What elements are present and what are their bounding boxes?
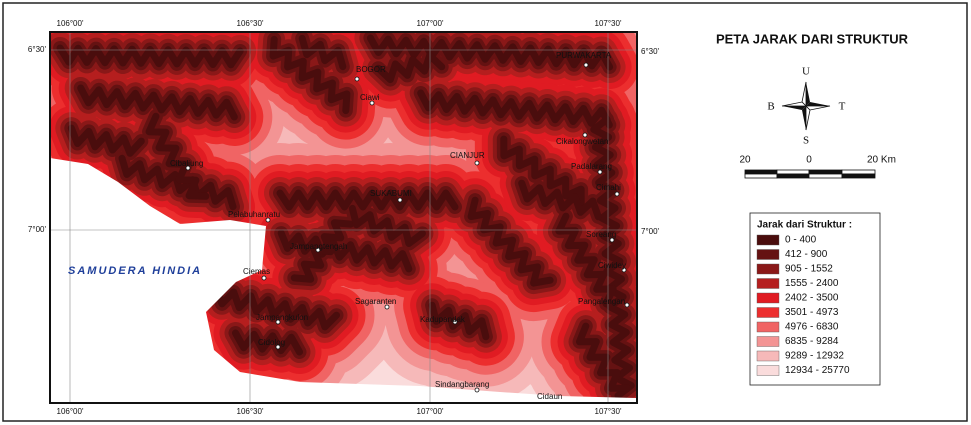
legend-swatch	[757, 351, 779, 361]
place-marker	[355, 77, 359, 81]
place-label: Soreang	[586, 230, 616, 239]
place-label: CIANJUR	[450, 151, 485, 160]
sea-label: SAMUDERA HINDIA	[68, 265, 202, 277]
compass-north: U	[802, 66, 810, 78]
legend-swatch	[757, 279, 779, 289]
legend-swatch	[757, 264, 779, 274]
legend-swatch	[757, 235, 779, 245]
scale-label: 20	[739, 155, 751, 166]
lon-label: 106°30'	[237, 407, 264, 416]
place-marker	[584, 63, 588, 67]
compass-south: S	[803, 135, 809, 147]
lat-label: 7°00'	[641, 227, 660, 236]
compass-west: B	[767, 101, 774, 113]
place-label: Jampangtengah	[290, 242, 347, 251]
legend-label: 0 - 400	[785, 235, 817, 246]
legend-label: 905 - 1552	[785, 264, 833, 275]
legend-label: 6835 - 9284	[785, 336, 839, 347]
lon-label: 107°00'	[417, 407, 444, 416]
legend-label: 4976 - 6830	[785, 322, 839, 333]
lon-label: 107°00'	[417, 19, 444, 28]
place-label: Ciwidey	[598, 261, 626, 270]
lat-label: 6°30'	[641, 47, 660, 56]
place-label: Ciemas	[243, 267, 270, 276]
lat-label: 6°30'	[28, 45, 47, 54]
legend-swatch	[757, 250, 779, 260]
legend-label: 12934 - 25770	[785, 365, 850, 376]
map-title: PETA JARAK DARI STRUKTUR	[716, 31, 909, 46]
place-label: Sindangbarang	[435, 380, 489, 389]
lon-label: 106°00'	[57, 19, 84, 28]
place-label: Ciawi	[360, 93, 380, 102]
legend-swatch	[757, 322, 779, 332]
place-label: Cimahi	[596, 183, 621, 192]
scale-label: 20 Km	[867, 155, 896, 166]
lon-label: 107°30'	[595, 407, 622, 416]
place-label: Pelabuhanratu	[228, 210, 280, 219]
place-label: Cikalongwetan	[556, 137, 608, 146]
lon-label: 106°00'	[57, 407, 84, 416]
place-label: Pangalengan	[578, 297, 625, 306]
legend-swatch	[757, 293, 779, 303]
legend-swatch	[757, 308, 779, 318]
place-label: BOGOR	[356, 65, 386, 74]
place-marker	[625, 303, 629, 307]
place-marker	[475, 161, 479, 165]
compass-east: T	[839, 101, 846, 113]
place-label: Cidolog	[258, 338, 285, 347]
place-label: Sagaranten	[355, 297, 396, 306]
legend-label: 412 - 900	[785, 249, 828, 260]
map-page: 106°00' 106°30' 107°00' 107°30' 106°00' …	[0, 0, 971, 425]
legend-swatch	[757, 366, 779, 376]
lon-label: 107°30'	[595, 19, 622, 28]
place-label: SUKABUMI	[370, 189, 412, 198]
place-label: Cibaliung	[170, 159, 203, 168]
scale-bar	[745, 170, 875, 178]
legend-label: 2402 - 3500	[785, 293, 839, 304]
place-label: Cidaun	[537, 392, 562, 401]
lat-label: 7°00'	[28, 225, 47, 234]
compass	[782, 82, 830, 130]
place-label: Padalarang	[571, 162, 612, 171]
legend-label: 1555 - 2400	[785, 278, 839, 289]
legend-label: 3501 - 4973	[785, 307, 839, 318]
place-marker	[615, 192, 619, 196]
place-marker	[262, 276, 266, 280]
scale-label: 0	[806, 155, 812, 166]
legend-label: 9289 - 12932	[785, 351, 844, 362]
place-label: Kadupandak	[420, 315, 466, 324]
lon-label: 106°30'	[237, 19, 264, 28]
place-label: PURWAKARTA	[556, 51, 612, 60]
place-label: Jampangkulon	[256, 313, 308, 322]
place-marker	[398, 198, 402, 202]
legend-title: Jarak dari Struktur :	[757, 220, 852, 231]
legend-swatch	[757, 337, 779, 347]
